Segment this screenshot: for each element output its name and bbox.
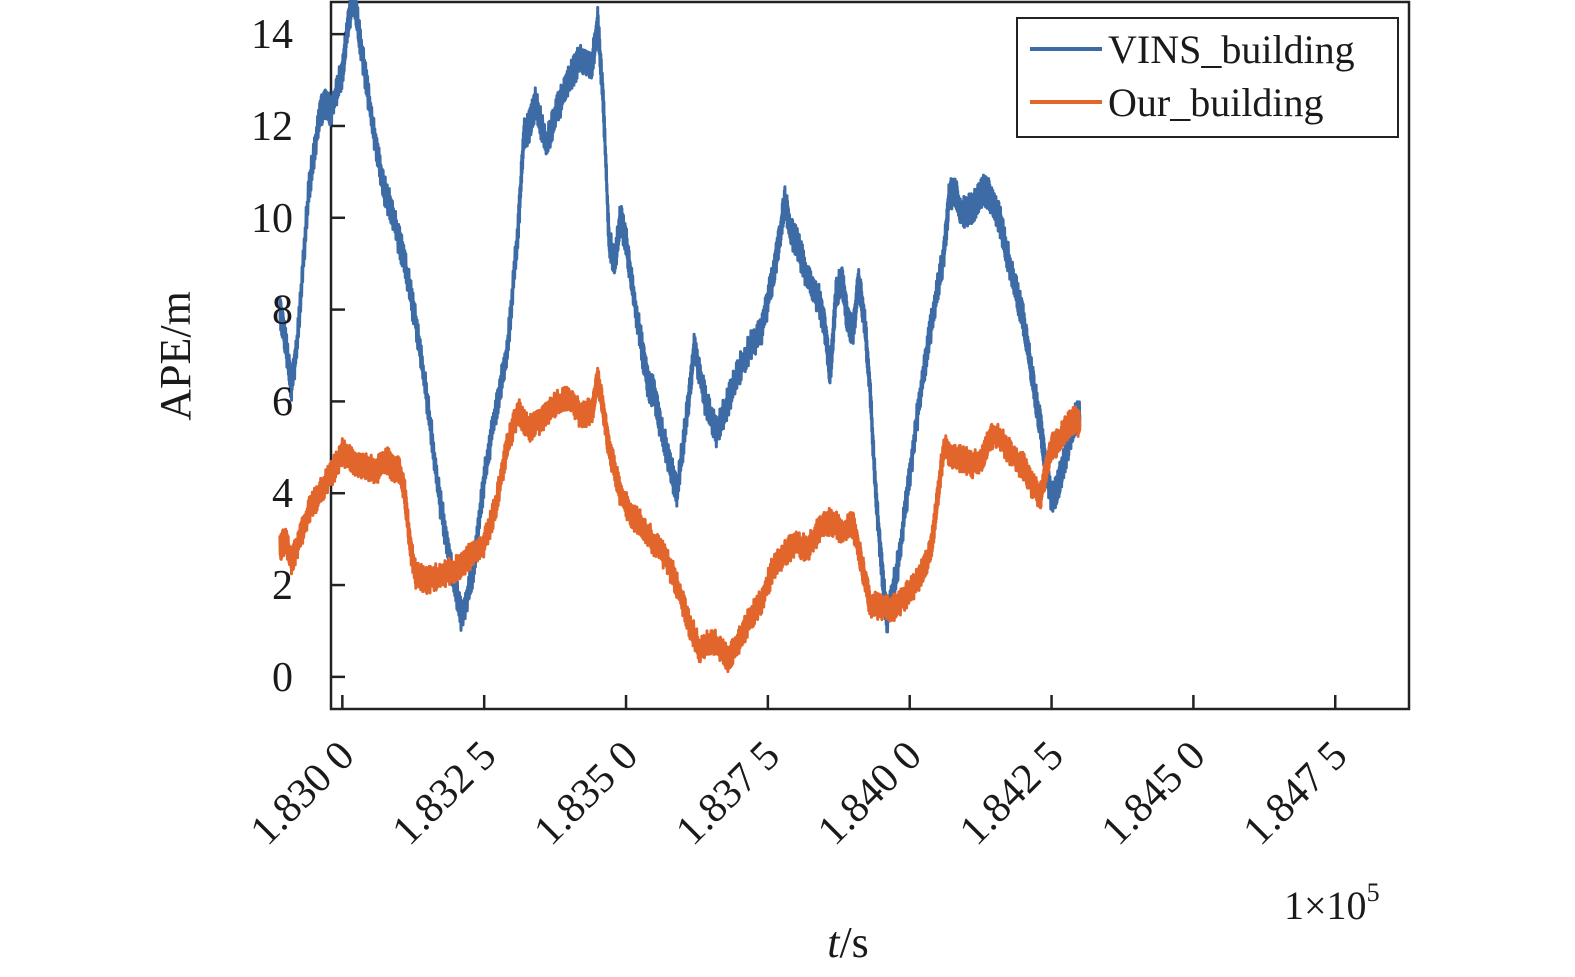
x-tick-label: 1.837 5	[667, 733, 789, 855]
x-tick-label: 1.842 5	[951, 733, 1073, 855]
y-tick-label: 8	[272, 288, 293, 334]
legend: VINS_building Our_building	[1016, 17, 1399, 138]
x-axis-ticks: 1.830 0 1.832 5 1.835 0 1.837 5 1.840 0 1.842…	[242, 695, 1357, 855]
x-tick-label: 1.832 5	[384, 733, 506, 855]
plot-area	[278, 0, 1411, 711]
y-axis-title: APE/m	[151, 291, 200, 421]
x-axis-title: t/s	[827, 918, 869, 967]
y-tick-label: 0	[272, 655, 293, 701]
series-line-vins-building	[278, 0, 1082, 634]
y-tick-label: 10	[251, 196, 293, 242]
legend-label-vins-building: VINS_building	[1108, 27, 1355, 72]
y-tick-label: 4	[272, 471, 293, 517]
x-axis-scale-note: 1×105	[1284, 878, 1380, 928]
x-tick-label: 1.830 0	[242, 733, 364, 855]
x-tick-label: 1.845 0	[1093, 733, 1215, 855]
x-axis-scale-base: 1×10	[1284, 883, 1367, 928]
series-line-our-building	[278, 366, 1082, 674]
y-tick-label: 12	[251, 104, 293, 150]
series-layer	[278, 0, 1082, 674]
legend-box	[1016, 17, 1399, 138]
legend-label-our-building: Our_building	[1108, 80, 1324, 125]
x-axis-title-variable: t	[827, 918, 841, 967]
y-tick-label: 6	[272, 379, 293, 425]
plot-frame	[329, 0, 1411, 711]
x-tick-label: 1.835 0	[525, 733, 647, 855]
y-tick-label: 14	[251, 12, 293, 58]
x-tick-label: 1.847 5	[1235, 733, 1357, 855]
x-tick-label: 1.840 0	[809, 733, 931, 855]
y-axis-ticks: 0 2 4 6 8 10 12 14	[251, 12, 345, 701]
y-tick-label: 2	[272, 563, 293, 609]
x-axis-scale-exponent: 5	[1367, 878, 1380, 907]
x-axis-title-unit: /s	[839, 918, 868, 967]
